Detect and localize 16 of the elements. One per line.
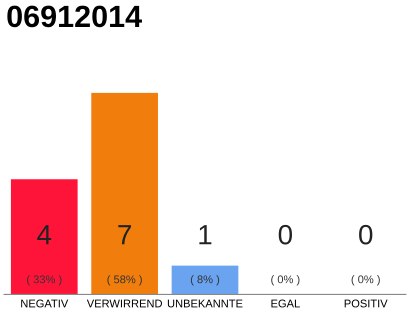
x-tick-label: NEGATIV (21, 300, 68, 308)
data-label: 1 (199, 225, 212, 244)
data-label: 0 (278, 224, 292, 245)
x-tick-label: POSITIV (344, 300, 388, 308)
annotation: ( 8% ) (190, 275, 220, 286)
annotation: ( 58% ) (107, 275, 142, 286)
x-tick-label: UNBEKANNTE (168, 300, 242, 308)
data-label: 7 (118, 225, 131, 244)
annotation: ( 33% ) (27, 275, 62, 286)
data-label: 4 (37, 225, 52, 244)
chart-title: 06912014 (7, 6, 142, 28)
x-tick-label: VERWIRREND (86, 300, 162, 308)
annotation: ( 0% ) (271, 275, 300, 286)
annotation: ( 0% ) (352, 275, 380, 286)
data-label: 0 (359, 224, 372, 245)
x-tick-label: EGAL (271, 300, 300, 308)
